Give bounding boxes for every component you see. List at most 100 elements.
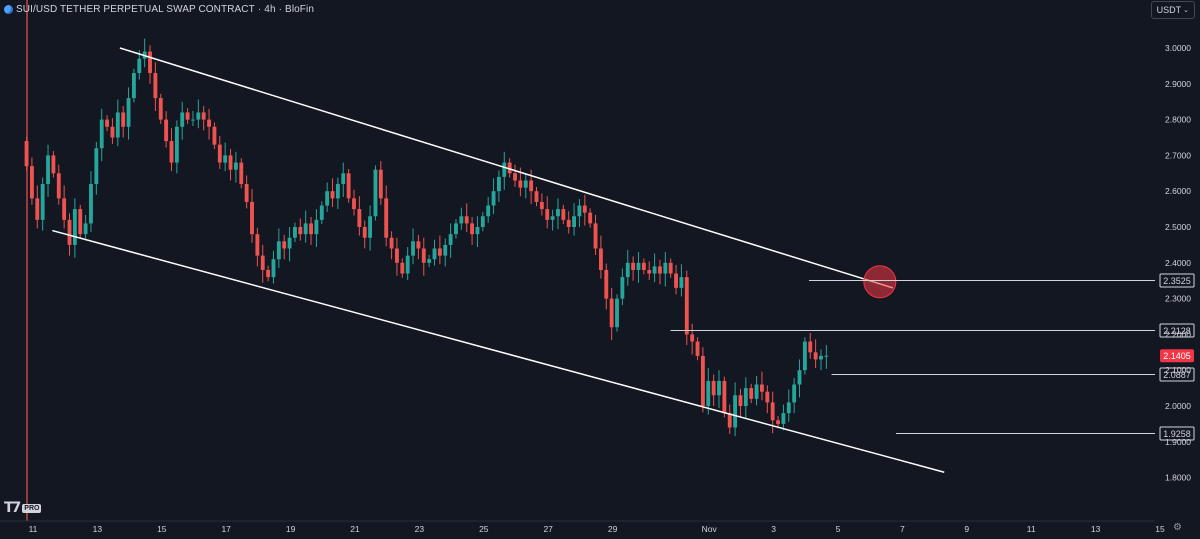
candle-body [378, 169, 383, 199]
candle-body [325, 191, 330, 206]
candle-body [217, 144, 222, 163]
candle-body [819, 355, 823, 360]
candle-body [255, 234, 260, 256]
currency-label: USDT [1156, 5, 1182, 15]
candle-body [233, 162, 238, 170]
x-tick-label: 23 [415, 524, 425, 534]
candle-body [539, 201, 544, 210]
candle-body [282, 241, 287, 249]
candle-body [609, 298, 614, 328]
candle-body [89, 184, 93, 224]
candle-body [513, 173, 517, 181]
y-tick-label: 1.8000 [1165, 473, 1191, 483]
candle-body [582, 205, 587, 213]
candle-body [309, 223, 313, 235]
x-tick-label: 3 [771, 524, 776, 534]
candle-body [51, 155, 56, 174]
candle-body [67, 219, 72, 245]
candle-body [518, 180, 523, 188]
candle-body [577, 205, 582, 217]
candle-body [271, 259, 276, 278]
candle-body [615, 298, 619, 328]
candle-body [421, 248, 426, 263]
channel-lower-line [52, 229, 945, 473]
candle-body [207, 119, 211, 127]
x-tick-label: Nov [702, 524, 718, 534]
candle-body [411, 241, 415, 256]
candle-body [362, 227, 367, 238]
tradingview-logo[interactable]: T7 PRO [4, 500, 42, 516]
candle-body [94, 148, 99, 185]
candle-body [749, 388, 754, 399]
candle-body [475, 227, 480, 235]
candle-body [427, 259, 432, 263]
candle-body [228, 155, 233, 170]
candle-body [561, 209, 566, 220]
tradingview-logo-icon: T7 [4, 500, 21, 516]
candle-body [722, 380, 727, 414]
currency-select-button[interactable]: USDT ⌄ [1150, 1, 1195, 19]
level-label: 2.2128 [1163, 326, 1191, 336]
candle-body [105, 119, 110, 127]
symbol-title[interactable]: SUI/USD TETHER PERPETUAL SWAP CONTRACT [16, 3, 255, 15]
candle-body [641, 262, 646, 270]
interval-label[interactable]: 4h [264, 3, 276, 15]
x-tick-label: 27 [543, 524, 553, 534]
candle-body [239, 162, 244, 185]
candle-body [727, 413, 732, 428]
candle-body [652, 266, 657, 274]
y-tick-label: 2.8000 [1165, 115, 1191, 125]
candle-body [335, 184, 340, 199]
y-tick-label: 2.9000 [1165, 79, 1191, 89]
candle-body [593, 223, 598, 249]
candle-body [126, 98, 131, 127]
candle-body [78, 209, 83, 235]
candle-body [529, 180, 534, 192]
candles-group [24, 38, 829, 437]
candle-body [260, 255, 265, 270]
header-separator: · [278, 3, 283, 15]
candle-body [319, 205, 324, 220]
candle-body [121, 112, 126, 127]
candle-body [663, 262, 668, 274]
current-price-box [1160, 349, 1194, 363]
level-label-box [1159, 367, 1195, 382]
level-label: 2.0887 [1163, 370, 1191, 380]
candle-body [330, 191, 335, 199]
candle-body [824, 355, 829, 357]
candle-body [770, 402, 775, 421]
candle-body [491, 191, 496, 206]
x-tick-label: 9 [964, 524, 969, 534]
candle-body [35, 198, 40, 220]
candle-body [550, 216, 555, 220]
candle-body [368, 216, 373, 238]
level-label-box [1159, 426, 1195, 441]
candle-body [56, 173, 61, 199]
candle-body [400, 262, 405, 274]
candle-body [464, 216, 469, 224]
x-tick-label: 15 [157, 524, 167, 534]
candle-body [802, 341, 807, 371]
y-tick-label: 2.0000 [1165, 401, 1191, 411]
candle-body [486, 205, 491, 217]
candle-body [169, 141, 174, 163]
candle-body [679, 277, 684, 288]
candle-body [620, 277, 625, 299]
candle-body [459, 216, 464, 224]
candle-body [448, 234, 453, 245]
y-tick-label: 3.0000 [1165, 43, 1191, 53]
candle-body [588, 212, 593, 224]
candle-body [454, 223, 458, 235]
x-tick-label: 13 [93, 524, 103, 534]
candle-body [647, 269, 652, 274]
candle-body [341, 173, 346, 185]
candle-body [700, 355, 705, 406]
candle-body [250, 201, 254, 235]
candle-body [29, 166, 34, 199]
candle-body [598, 248, 603, 270]
x-tick-label: 15 [1155, 524, 1165, 534]
gear-icon[interactable]: ⚙ [1173, 522, 1182, 533]
level-label-box [1159, 323, 1195, 338]
candle-body [384, 198, 389, 238]
